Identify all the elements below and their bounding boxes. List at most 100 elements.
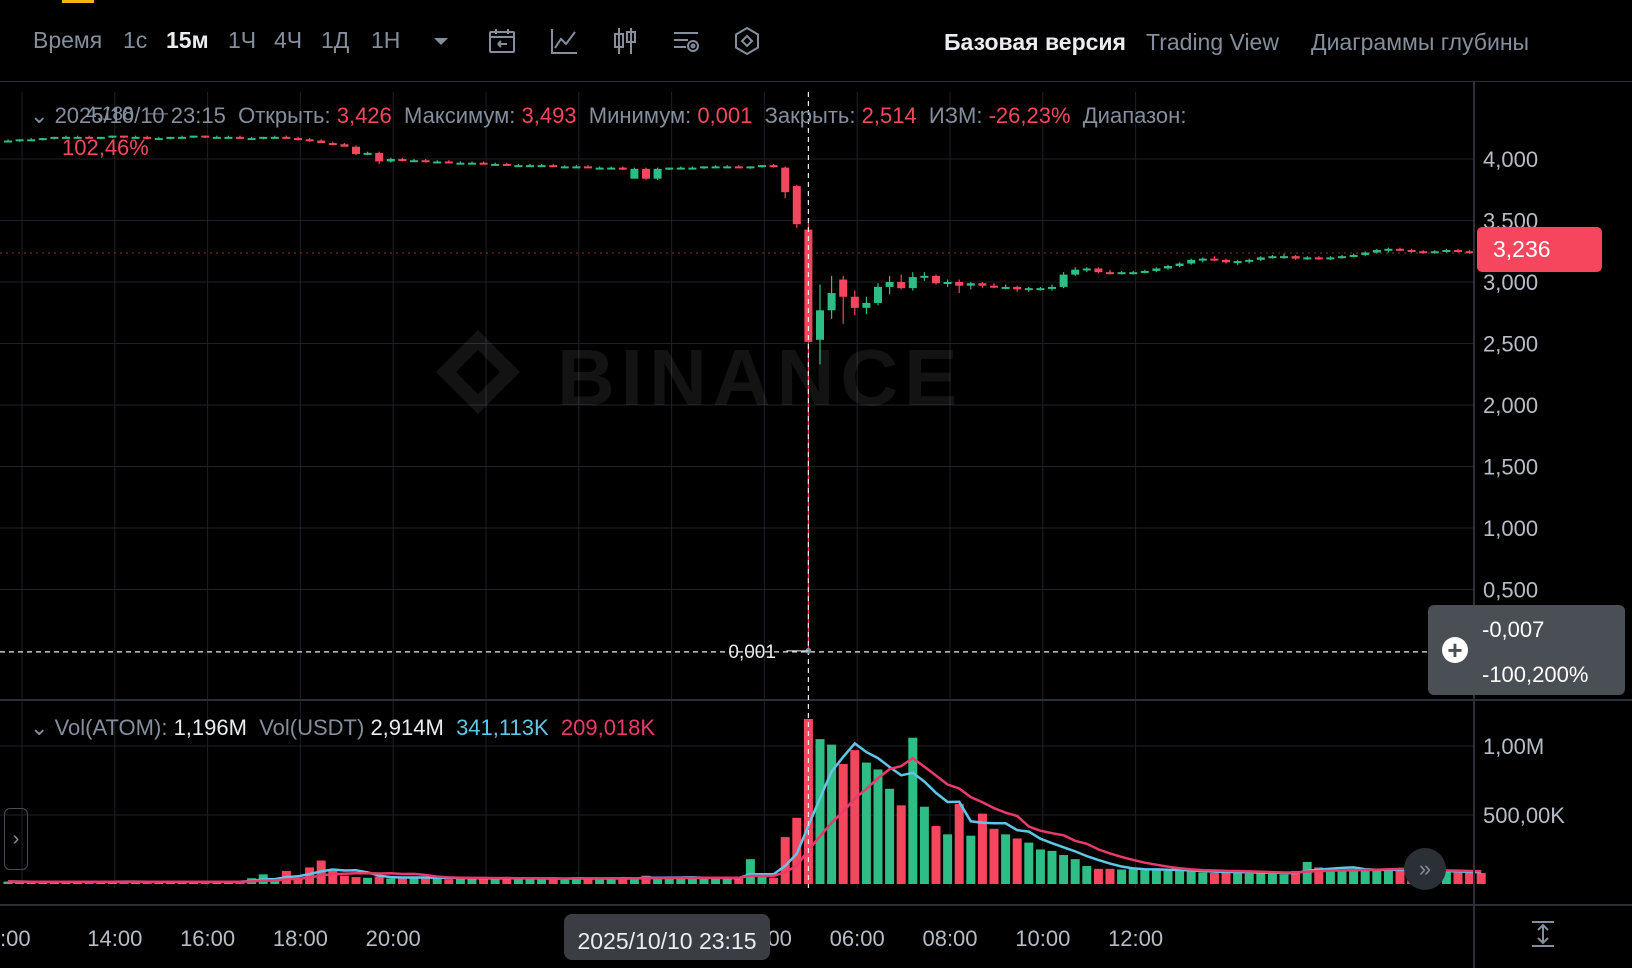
candle-body	[1326, 257, 1335, 260]
candle-body	[224, 136, 233, 139]
candle-body	[398, 159, 407, 161]
ohlc-date: 2025/10/10 23:15	[54, 103, 226, 128]
candlestick-chart[interactable]: BINANCE 4,188 0,001 0,500 1,000 1,500 2,000 2,…	[0, 82, 1632, 968]
volume-bar	[653, 877, 663, 884]
volume-bar	[1314, 867, 1324, 884]
hexagon-settings-icon[interactable]	[731, 25, 763, 57]
candle-body	[758, 165, 766, 168]
fit-vertical-icon[interactable]	[1527, 918, 1559, 950]
time-tick-label: 14:00	[87, 926, 142, 951]
volume-bar	[1070, 859, 1080, 884]
volume-bar	[560, 879, 570, 884]
volume-bar	[38, 881, 48, 884]
volume-bar	[1093, 868, 1103, 884]
volume-panel: ⌄ Vol(ATOM): 1,196M Vol(USDT) 2,914M 341…	[30, 715, 655, 741]
line-chart-icon[interactable]	[548, 25, 580, 57]
volume-bar	[432, 877, 442, 884]
volume-bar	[1395, 870, 1405, 884]
volume-bar	[235, 881, 245, 884]
candle-body	[236, 136, 244, 139]
candle-body	[537, 165, 546, 168]
interval-1h[interactable]: 1Ч	[228, 27, 257, 53]
view-tradingview[interactable]: Trading View	[1146, 29, 1279, 55]
volume-bar	[989, 828, 999, 884]
candle-body	[549, 165, 558, 168]
volume-bar	[595, 878, 605, 884]
price-tick-label: 1,000	[1483, 516, 1538, 541]
volume-bar	[641, 875, 651, 884]
candlestick-icon[interactable]	[609, 25, 641, 57]
collapse-chevron-icon[interactable]: ⌄	[30, 103, 49, 128]
volume-bar	[1383, 868, 1393, 884]
candle-body	[943, 282, 952, 284]
volume-bar	[931, 826, 941, 884]
volume-bar	[1128, 868, 1138, 884]
view-depth[interactable]: Диаграммы глубины	[1311, 29, 1530, 55]
candle-body	[4, 140, 12, 143]
candle-body	[143, 136, 152, 139]
volume-bar	[1453, 870, 1463, 884]
candle-body	[1001, 286, 1010, 289]
chart-grid	[0, 92, 1474, 888]
candle-body	[1222, 259, 1230, 263]
volume-bar	[1175, 870, 1185, 884]
volume-bar	[908, 737, 918, 884]
candle-body	[653, 168, 662, 179]
candle-body	[723, 166, 732, 169]
interval-15m[interactable]: 15м	[166, 27, 209, 53]
volume-bar	[1372, 870, 1382, 884]
volume-bar	[885, 788, 895, 884]
candle-body	[734, 166, 743, 169]
volume-bar	[96, 881, 106, 884]
volume-bar	[363, 877, 373, 884]
candle-body	[1245, 259, 1254, 262]
scroll-to-latest-icon[interactable]: »	[1404, 848, 1446, 890]
candle-body	[955, 282, 964, 286]
low-label: Минимум:	[588, 103, 692, 128]
sidebar-expand-chevron-icon[interactable]: ›	[4, 808, 28, 870]
candle-body	[932, 275, 940, 284]
interval-1w[interactable]: 1Н	[371, 27, 401, 53]
volume-bar	[1198, 872, 1208, 884]
time-tick-label: 08:00	[922, 926, 977, 951]
candle-body	[584, 166, 592, 169]
ma-lines-layer	[7, 741, 1482, 884]
candle-body	[1338, 256, 1346, 259]
volume-collapse-chevron-icon[interactable]: ⌄	[30, 715, 49, 740]
candle-body	[96, 136, 105, 139]
candle-body	[294, 138, 302, 141]
volume-bar	[1001, 834, 1011, 884]
interval-1s[interactable]: 1с	[123, 27, 148, 53]
candle-body	[85, 136, 94, 139]
candle-body	[897, 282, 906, 289]
candle-body	[978, 283, 987, 286]
candle-body	[1465, 251, 1474, 254]
indicator-settings-icon[interactable]	[670, 25, 702, 57]
interval-1d[interactable]: 1Д	[321, 27, 350, 53]
candle-body	[15, 139, 24, 142]
volume-bar	[1140, 870, 1150, 884]
view-basic[interactable]: Базовая версия	[944, 29, 1126, 55]
volume-bar	[827, 744, 837, 884]
candle-body	[665, 167, 674, 170]
volume-bar	[1291, 870, 1301, 884]
candle-body	[1106, 272, 1114, 275]
candle-body	[1291, 256, 1300, 259]
candle-body	[1210, 258, 1219, 261]
time-label[interactable]: Время	[33, 27, 103, 53]
volume-bar	[838, 763, 848, 884]
add-alert-plus-icon[interactable]: +	[1442, 637, 1468, 663]
volume-bar	[270, 880, 280, 884]
candle-body	[1071, 269, 1080, 275]
time-tick-label: 10:00	[1015, 926, 1070, 951]
volume-bar	[455, 878, 465, 884]
interval-4h[interactable]: 4Ч	[274, 27, 303, 53]
candle-body	[1164, 266, 1172, 269]
calendar-icon[interactable]	[486, 25, 518, 57]
volume-bar	[722, 879, 732, 884]
candle-body	[259, 136, 268, 139]
price-tick-label: 1,500	[1483, 455, 1538, 480]
chevron-down-icon[interactable]	[425, 25, 457, 57]
volume-bar	[583, 879, 593, 884]
candle-body	[595, 167, 604, 170]
